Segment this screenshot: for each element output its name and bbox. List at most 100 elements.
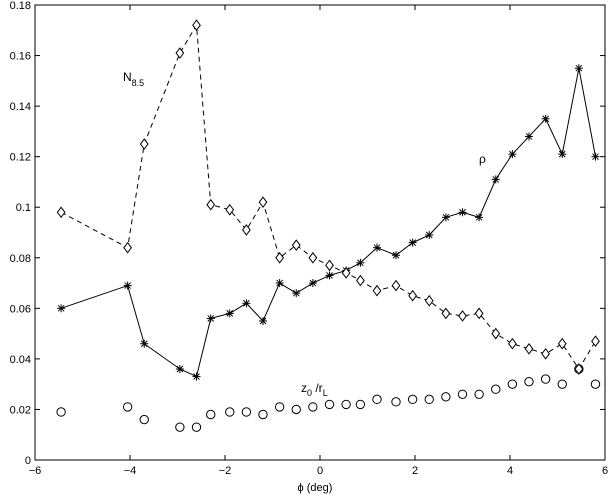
annotation-n85-main: N [123, 70, 132, 84]
y-tick-label: 0.02 [10, 404, 31, 416]
y-tick-label: 0.06 [10, 303, 31, 315]
data-point-asterisk [292, 289, 301, 298]
x-tick-label: 4 [507, 465, 513, 477]
y-tick-label: 0 [25, 455, 31, 467]
data-point-circle [206, 409, 216, 420]
data-point-circle [274, 402, 285, 412]
data-point-asterisk [591, 152, 600, 161]
y-tick-label: 0.1 [16, 202, 31, 214]
data-point-circle [441, 392, 451, 402]
data-point-asterisk [325, 271, 334, 280]
annotation-z0rl-sub2: L [323, 388, 328, 398]
annotation-rho-main: ρ [479, 152, 486, 166]
data-point-diamond [206, 198, 216, 211]
y-tick-label: 0.18 [10, 0, 31, 12]
y-tick-label: 0.04 [10, 354, 31, 366]
x-tick-label: 2 [412, 465, 418, 477]
data-point-circle [291, 404, 301, 415]
data-point-asterisk [558, 150, 567, 159]
data-point-diamond [591, 335, 600, 348]
data-point-circle [474, 389, 484, 399]
y-tick-label: 0.14 [10, 101, 31, 113]
data-point-circle [590, 379, 601, 389]
data-point-asterisk [458, 208, 467, 217]
annotation-z0rl-main2: /r [312, 381, 323, 395]
data-point-diamond [175, 47, 185, 59]
data-point-diamond [225, 203, 235, 216]
x-tick-label: −4 [124, 465, 137, 477]
data-point-asterisk [175, 365, 184, 373]
data-point-circle [324, 399, 335, 410]
data-point-asterisk [259, 316, 267, 325]
data-point-diamond [291, 239, 301, 251]
data-point-circle [308, 402, 318, 412]
data-point-diamond [408, 289, 417, 302]
data-point-diamond [574, 363, 584, 375]
data-point-circle [391, 397, 401, 407]
data-point-diamond [275, 251, 284, 264]
axis-ticks: −6 −4 −2 0 2 4 6 0 0.02 0.04 0.06 0.08 0.1 0.12 0.14 0.… [10, 0, 608, 477]
data-point-circle [355, 399, 366, 410]
data-point-circle [258, 409, 268, 420]
annotation-z0rl: z0 /rL [301, 381, 328, 398]
annotation-n85-sub: 8.5 [132, 78, 145, 88]
data-point-asterisk [356, 258, 365, 267]
annotation-z0rl-main: z [301, 381, 307, 395]
data-point-diamond [325, 259, 334, 272]
data-point-diamond [508, 337, 517, 350]
data-point-diamond [139, 138, 149, 150]
data-point-diamond [391, 279, 401, 292]
annotation-rho: ρ [479, 152, 486, 166]
x-tick-label: −2 [219, 465, 232, 477]
series-line-1 [60, 23, 596, 370]
data-point-diamond [524, 342, 534, 355]
data-point-circle [225, 407, 235, 417]
annotation-z0rl-sub: 0 [307, 388, 312, 398]
data-point-circle [507, 379, 518, 389]
data-point-asterisk [275, 279, 284, 288]
data-point-diamond [424, 294, 434, 307]
data-point-circle [574, 364, 584, 374]
data-point-asterisk [192, 372, 201, 381]
data-point-asterisk [57, 304, 66, 313]
data-point-diamond [441, 307, 451, 320]
data-point-diamond [308, 251, 318, 264]
data-point-asterisk [392, 251, 400, 260]
data-point-circle [491, 384, 501, 394]
data-point-diamond [356, 274, 365, 287]
data-point-asterisk [541, 114, 550, 123]
data-point-circle [56, 407, 66, 417]
y-tick-label: 0.12 [10, 152, 31, 164]
y-tick-label: 0.16 [10, 51, 31, 63]
data-point-circle [139, 414, 149, 425]
data-point-asterisk [525, 132, 533, 141]
data-point-circle [424, 394, 434, 405]
data-point-circle [540, 374, 551, 384]
x-axis-label: ϕ (deg) [298, 482, 333, 494]
data-point-asterisk [140, 339, 149, 348]
data-point-diamond [258, 196, 268, 209]
data-point-diamond [192, 19, 201, 32]
data-point-asterisk [373, 243, 381, 252]
data-point-asterisk [491, 175, 500, 184]
data-point-diamond [491, 327, 501, 340]
data-point-circle [175, 422, 185, 432]
x-tick-label: 6 [602, 465, 608, 477]
data-point-circle [407, 394, 418, 405]
data-point-circle [341, 399, 351, 410]
data-point-diamond [458, 310, 467, 322]
data-point-diamond [541, 348, 550, 360]
x-tick-label: 0 [317, 465, 323, 477]
data-point-diamond [557, 337, 567, 350]
data-point-asterisk [508, 150, 517, 159]
data-point-diamond [341, 267, 351, 279]
data-point-asterisk [425, 231, 434, 240]
data-point-asterisk [242, 299, 251, 308]
data-point-asterisk [408, 238, 417, 247]
data-point-circle [524, 376, 534, 387]
data-point-diamond [123, 241, 132, 254]
data-point-diamond [242, 224, 251, 236]
data-point-diamond [474, 307, 484, 320]
y-tick-label: 0.08 [10, 253, 31, 265]
data-point-asterisk [308, 279, 317, 288]
